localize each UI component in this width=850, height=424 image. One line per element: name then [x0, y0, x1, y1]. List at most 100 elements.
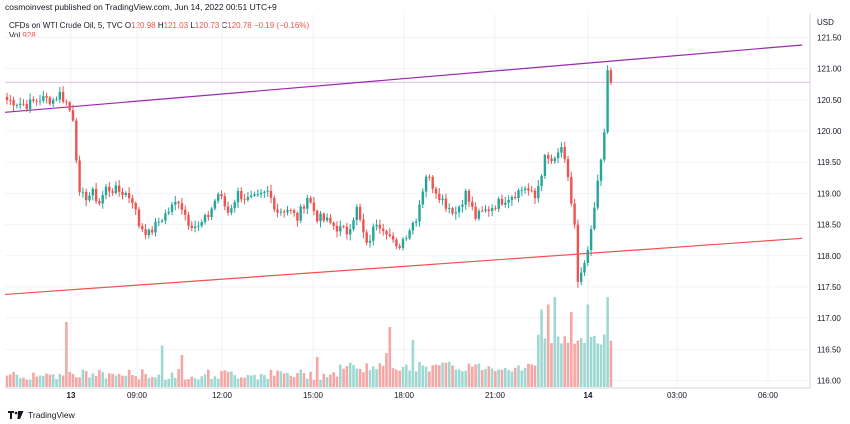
- volume-bar: [137, 379, 141, 387]
- candle-body: [563, 147, 566, 160]
- candle-body: [454, 212, 457, 214]
- candle-body: [388, 234, 391, 236]
- volume-bar: [9, 374, 12, 387]
- price-tick-label: 120.50: [817, 96, 842, 105]
- candle-body: [576, 224, 580, 282]
- volume-bar: [457, 369, 461, 387]
- candle-body: [438, 193, 441, 201]
- currency-label: USD: [817, 18, 834, 27]
- candle-body: [312, 202, 316, 211]
- candle-body: [573, 203, 576, 225]
- candle-body: [71, 110, 75, 121]
- candle-body: [269, 190, 273, 198]
- volume-bar: [339, 364, 342, 387]
- volume-bar: [550, 343, 553, 387]
- candlesticks: [5, 65, 613, 288]
- volume-bar: [28, 379, 32, 387]
- volume-bar: [124, 375, 128, 387]
- volume-bar: [395, 369, 398, 387]
- candle-body: [15, 104, 19, 106]
- candle-body: [85, 191, 88, 201]
- volume-bar: [25, 379, 29, 387]
- price-tick-label: 118.50: [817, 221, 841, 230]
- volume-bar: [164, 379, 167, 387]
- volume-bar: [513, 367, 517, 387]
- volume-bar: [121, 375, 124, 387]
- candle-body: [236, 190, 240, 203]
- volume-value: 928: [22, 31, 36, 40]
- candle-body: [170, 204, 174, 212]
- volume-bar: [289, 375, 293, 387]
- price-tick-label: 121.00: [817, 65, 842, 74]
- volume-bar: [220, 370, 223, 387]
- volume-bar: [315, 357, 319, 387]
- candle-body: [391, 235, 395, 240]
- candle-body: [299, 206, 302, 221]
- candle-body: [131, 198, 134, 204]
- volume-bar: [266, 378, 269, 387]
- candle-body: [319, 213, 322, 222]
- candle-body: [276, 209, 279, 213]
- candle-body: [434, 188, 438, 194]
- time-tick-label: 14: [584, 391, 593, 400]
- candle-body: [289, 210, 292, 211]
- volume-bar: [42, 376, 45, 387]
- volume-bar: [269, 369, 273, 387]
- volume-bar: [157, 374, 161, 387]
- price-axis[interactable]: 121.50 121.00 120.50 120.00 119.50 119.00 118.…: [809, 14, 842, 388]
- volume-bar: [193, 378, 197, 387]
- candle-body: [200, 222, 203, 226]
- candle-body: [556, 152, 560, 159]
- price-tick-label: 118.00: [817, 252, 841, 261]
- volume-bar: [563, 336, 566, 387]
- candle-body: [197, 225, 200, 227]
- volume-bar: [256, 379, 260, 387]
- candle-body: [48, 97, 52, 104]
- time-tick-label: 12:00: [212, 391, 233, 400]
- candle-body: [342, 226, 345, 228]
- candle-body: [124, 192, 127, 196]
- candle-body: [111, 191, 114, 193]
- volume-bar: [603, 334, 606, 387]
- candle-body: [335, 225, 339, 232]
- volume-bar: [391, 368, 395, 387]
- candle-body: [207, 214, 210, 217]
- volume-bar: [71, 374, 75, 387]
- candle-body: [58, 91, 61, 100]
- volume-bar: [84, 371, 88, 387]
- volume-bar: [223, 370, 227, 387]
- volume-label[interactable]: Vol: [9, 31, 21, 40]
- time-axis[interactable]: 13 09:00 12:00 15:00 18:00 21:00 14 03:00 06:00: [5, 387, 810, 400]
- volume-bar: [302, 372, 306, 387]
- volume-bar: [61, 375, 65, 387]
- candle-body: [174, 201, 177, 205]
- volume-bar: [58, 373, 62, 387]
- candle-body: [240, 190, 243, 200]
- volume-bar: [282, 373, 286, 387]
- candle-body: [256, 194, 259, 195]
- volume-bar: [150, 377, 154, 387]
- low-value: 120.73: [194, 21, 220, 30]
- volume-bar: [444, 362, 448, 387]
- volume-bar: [319, 379, 322, 387]
- volume-bar: [233, 375, 236, 387]
- candle-body: [523, 188, 527, 190]
- volume-bar: [546, 304, 550, 387]
- volume-bar: [428, 371, 431, 387]
- candle-body: [517, 190, 520, 199]
- candle-body: [302, 206, 306, 209]
- volume-bar: [471, 366, 474, 387]
- volume-bar: [570, 312, 573, 387]
- volume-bar: [98, 369, 101, 387]
- symbol-name[interactable]: CFDs on WTI Crude Oil, 5, TVC: [9, 21, 123, 30]
- tradingview-branding[interactable]: TradingView: [8, 410, 75, 420]
- price-tick-label: 117.00: [817, 314, 841, 323]
- candle-body: [441, 198, 444, 201]
- candle-body: [477, 210, 481, 219]
- candle-body: [220, 194, 223, 197]
- candle-body: [362, 219, 365, 233]
- candle-body: [286, 210, 289, 213]
- trendlines[interactable]: [4, 44, 803, 296]
- volume-bar: [579, 338, 583, 387]
